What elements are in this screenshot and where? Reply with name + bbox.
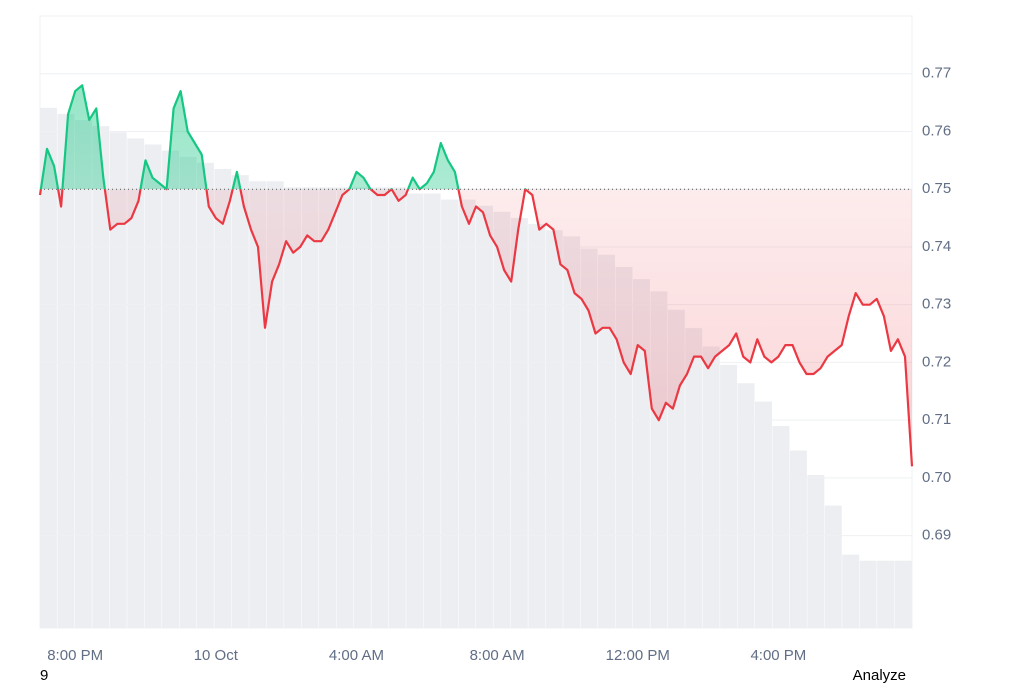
volume-bar xyxy=(284,187,302,629)
volume-bar xyxy=(772,426,790,628)
volume-bar xyxy=(57,113,75,629)
price-line-up xyxy=(39,84,527,190)
volume-bar xyxy=(214,169,232,628)
volume-bar xyxy=(702,346,720,628)
area-down xyxy=(40,189,912,467)
volume-bar xyxy=(894,560,912,628)
volume-bar xyxy=(127,138,145,628)
y-tick-label: 0.72 xyxy=(922,353,951,370)
volume-bar xyxy=(371,187,389,629)
volume-bar xyxy=(162,150,180,628)
volume-bar xyxy=(406,193,424,629)
y-tick-label: 0.70 xyxy=(922,469,951,486)
volume-bar xyxy=(109,132,127,628)
volume-bar xyxy=(144,144,162,628)
volume-bar xyxy=(476,205,493,628)
y-tick-label: 0.75 xyxy=(922,180,951,197)
volume-bar xyxy=(789,450,807,628)
volume-bar xyxy=(319,187,336,629)
volume-bar xyxy=(179,156,197,628)
volume-bar xyxy=(528,224,546,628)
x-tick-label: 4:00 PM xyxy=(750,647,806,664)
volume-bar xyxy=(563,236,581,628)
volume-bar xyxy=(92,126,110,628)
volume-bar xyxy=(859,560,877,628)
price-line-down xyxy=(38,189,914,467)
volume-bar xyxy=(458,199,476,628)
volume-bar xyxy=(231,175,249,628)
volume-bar xyxy=(720,364,738,628)
volume-bar xyxy=(353,187,371,629)
x-tick-label: 12:00 PM xyxy=(606,647,670,664)
y-tick-label: 0.76 xyxy=(922,122,951,139)
y-tick-label: 0.77 xyxy=(922,65,951,82)
x-tick-label: 8:00 PM xyxy=(47,647,103,664)
y-tick-label: 0.74 xyxy=(922,238,951,255)
volume-bar xyxy=(842,554,860,628)
volume-bar xyxy=(40,107,57,629)
volume-bar xyxy=(737,383,755,628)
volume-bar xyxy=(545,230,563,628)
footer-left: 9 xyxy=(40,667,48,683)
volume-bar xyxy=(74,120,92,628)
volume-bar xyxy=(196,162,214,628)
y-tick-label: 0.71 xyxy=(922,411,951,428)
volume-bar xyxy=(441,199,459,628)
y-tick-label: 0.73 xyxy=(922,296,951,313)
volume-bar xyxy=(598,254,616,628)
volume-bar xyxy=(807,475,825,628)
volume-bar xyxy=(423,193,441,629)
volume-bar xyxy=(755,401,772,628)
x-tick-label: 4:00 AM xyxy=(329,647,384,664)
volume-bar xyxy=(336,187,354,629)
x-tick-label: 10 Oct xyxy=(194,647,239,664)
volume-bar xyxy=(301,187,319,629)
volume-bar xyxy=(580,248,598,628)
volume-bar xyxy=(824,505,842,628)
volume-bar xyxy=(388,187,406,629)
area-up xyxy=(40,85,526,190)
volume-bar xyxy=(877,560,895,628)
volume-bar xyxy=(510,217,528,628)
y-tick-label: 0.69 xyxy=(922,527,951,544)
x-tick-label: 8:00 AM xyxy=(470,647,525,664)
footer-right[interactable]: Analyze xyxy=(853,667,906,683)
